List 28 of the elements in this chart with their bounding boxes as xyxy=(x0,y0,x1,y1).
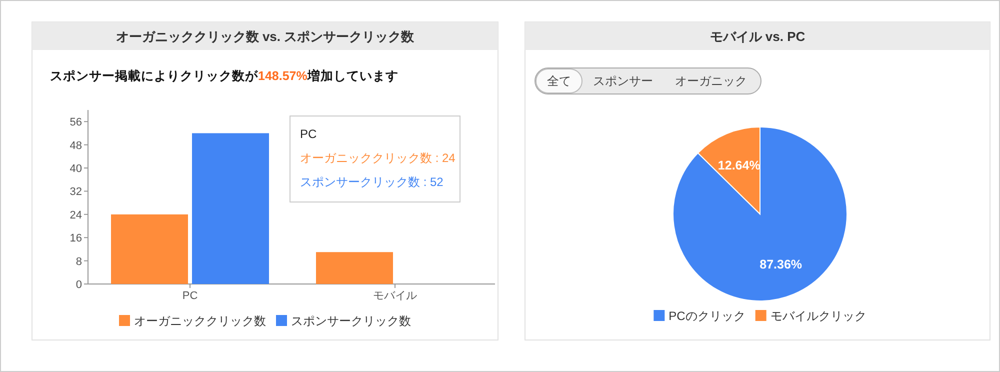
text: 全て xyxy=(547,74,571,88)
data-label: 87.36% xyxy=(760,258,802,272)
legend-label: モバイルクリック xyxy=(770,309,866,323)
y-tick-label: 56 xyxy=(70,116,82,129)
y-tick-label: 40 xyxy=(70,163,82,175)
data-label: 12.64% xyxy=(718,158,760,172)
bar xyxy=(192,133,269,284)
annotation: オーガニッククリック数 : 24 xyxy=(300,151,456,165)
legend-label: オーガニッククリック数 xyxy=(134,314,266,328)
y-tick-label: 32 xyxy=(70,186,82,198)
bar xyxy=(316,252,393,284)
y-tick-label: 8 xyxy=(76,256,82,268)
y-tick-label: 16 xyxy=(70,232,82,245)
y-tick-label: 0 xyxy=(76,279,82,291)
legend-label: スポンサークリック数 xyxy=(291,314,411,328)
annotation: スポンサークリック数 : 52 xyxy=(300,175,444,189)
y-tick-label: 24 xyxy=(70,209,82,222)
y-tick-label: 48 xyxy=(70,140,82,152)
text: オーガニック xyxy=(675,74,747,88)
pie-slice xyxy=(672,126,848,302)
x-tick-label: モバイル xyxy=(373,290,417,302)
annotation: PC xyxy=(300,127,318,141)
chart-title: オーガニッククリック数 vs. スポンサークリック数 xyxy=(116,29,416,44)
chart-title: モバイル vs. PC xyxy=(710,29,806,44)
bar xyxy=(111,214,188,284)
chart-subtitle: スポンサー掲載によりクリック数が148.57%増加しています xyxy=(50,68,398,83)
legend-label: PCのクリック xyxy=(668,309,746,323)
text: スポンサー xyxy=(593,74,653,88)
